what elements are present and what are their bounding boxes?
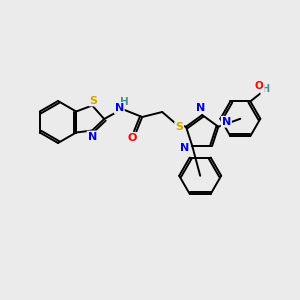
Text: O: O bbox=[128, 133, 137, 143]
Text: N: N bbox=[88, 131, 97, 142]
Text: H: H bbox=[120, 97, 129, 107]
Text: O: O bbox=[255, 81, 264, 92]
Text: S: S bbox=[175, 122, 183, 132]
Text: S: S bbox=[89, 95, 97, 106]
Text: N: N bbox=[180, 143, 189, 153]
Text: N: N bbox=[222, 117, 231, 127]
Text: N: N bbox=[115, 103, 124, 113]
Text: H: H bbox=[261, 84, 269, 94]
Text: N: N bbox=[196, 103, 205, 113]
